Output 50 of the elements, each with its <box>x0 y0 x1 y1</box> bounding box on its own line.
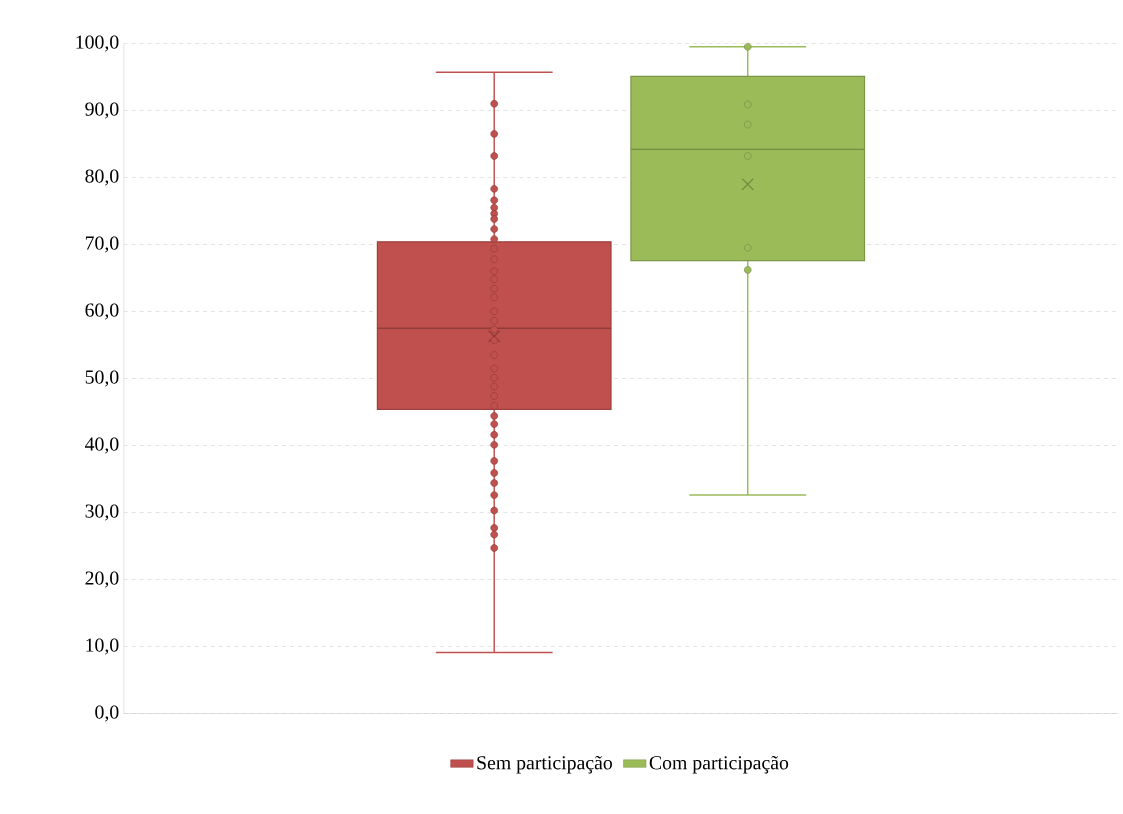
point <box>490 336 498 344</box>
point <box>490 392 498 400</box>
y-tick-label: 70,0 <box>85 236 119 253</box>
y-tick-label: 90,0 <box>85 102 119 119</box>
y-tick-label: 0,0 <box>95 705 119 722</box>
point <box>490 152 498 160</box>
point <box>490 196 498 204</box>
point <box>490 456 498 465</box>
point <box>490 284 498 293</box>
y-tick-label: 40,0 <box>85 437 119 454</box>
point <box>490 130 498 138</box>
point <box>490 215 498 223</box>
point <box>490 373 498 382</box>
point <box>490 430 498 439</box>
point <box>490 225 498 233</box>
point <box>490 203 498 212</box>
point <box>490 491 498 499</box>
point <box>490 479 498 487</box>
point <box>490 364 498 373</box>
point <box>490 469 498 477</box>
point <box>490 544 498 552</box>
y-tick-label: 30,0 <box>85 504 119 521</box>
point <box>490 307 498 316</box>
y-tick-label: 20,0 <box>85 571 119 588</box>
point <box>490 530 498 539</box>
point <box>490 267 498 275</box>
y-tick-label: 100,0 <box>76 35 119 52</box>
point <box>490 440 498 449</box>
point <box>490 351 498 359</box>
y-tick-label: 10,0 <box>86 638 119 655</box>
y-tick-label: 80,0 <box>85 169 119 186</box>
point <box>490 382 498 391</box>
point <box>490 524 498 532</box>
legend-label: Com participação <box>649 755 789 774</box>
point <box>490 244 498 253</box>
point <box>490 402 498 410</box>
point <box>490 255 498 263</box>
point <box>490 275 498 283</box>
y-tick-label: 50,0 <box>85 370 119 387</box>
legend-label: Sem participação <box>477 755 612 774</box>
point <box>490 316 498 325</box>
point <box>490 325 498 334</box>
point <box>490 420 498 428</box>
point <box>490 235 498 243</box>
y-tick-label: 60,0 <box>85 303 119 320</box>
point <box>490 184 498 193</box>
point <box>490 99 498 108</box>
point <box>490 506 498 515</box>
point <box>490 293 498 302</box>
point <box>490 412 498 420</box>
